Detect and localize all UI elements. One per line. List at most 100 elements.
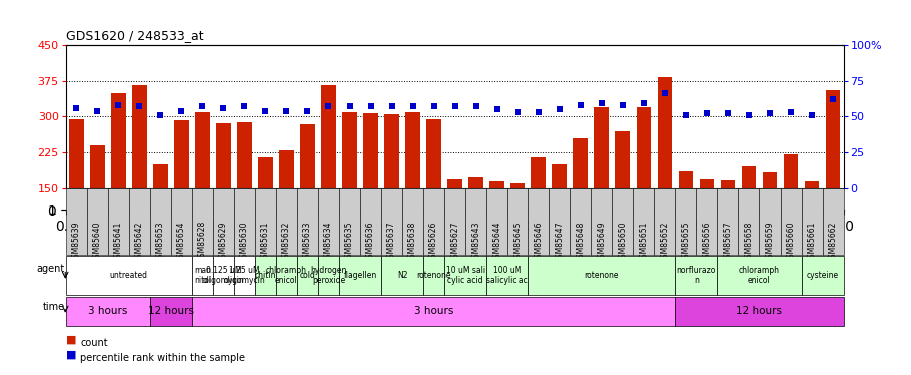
- Bar: [128, 188, 149, 255]
- Point: [804, 112, 818, 118]
- Point: [404, 103, 419, 109]
- Bar: [738, 188, 759, 255]
- Point: [762, 110, 776, 116]
- Bar: [678, 171, 692, 259]
- Point: [425, 103, 440, 109]
- Bar: [90, 145, 105, 259]
- Text: 10 uM sali
cylic acid: 10 uM sali cylic acid: [445, 266, 484, 285]
- Text: GSM85638: GSM85638: [407, 221, 416, 262]
- Bar: [87, 188, 107, 255]
- Bar: [573, 138, 588, 259]
- Bar: [654, 188, 675, 255]
- Text: chloramph
enicol: chloramph enicol: [266, 266, 307, 285]
- Point: [594, 100, 609, 106]
- Text: GSM85637: GSM85637: [386, 221, 395, 263]
- Bar: [531, 157, 546, 259]
- Text: ■: ■: [66, 335, 77, 345]
- Text: percentile rank within the sample: percentile rank within the sample: [80, 353, 245, 363]
- Bar: [111, 93, 126, 259]
- Bar: [297, 188, 318, 255]
- Bar: [444, 256, 486, 296]
- Text: GSM85629: GSM85629: [219, 221, 228, 262]
- Bar: [527, 256, 675, 296]
- Bar: [675, 297, 843, 326]
- Bar: [510, 183, 525, 259]
- Point: [216, 105, 230, 111]
- Text: man
nitol: man nitol: [193, 266, 210, 285]
- Text: GSM85627: GSM85627: [450, 221, 458, 262]
- Bar: [527, 188, 548, 255]
- Text: hydrogen
peroxide: hydrogen peroxide: [310, 266, 346, 285]
- Bar: [507, 188, 527, 255]
- Text: chitin: chitin: [254, 271, 276, 280]
- Text: chloramph
enicol: chloramph enicol: [738, 266, 779, 285]
- Bar: [801, 256, 843, 296]
- Text: count: count: [80, 338, 107, 348]
- Text: GSM85652: GSM85652: [660, 221, 669, 262]
- Point: [531, 109, 546, 115]
- Bar: [68, 118, 84, 259]
- Bar: [423, 256, 444, 296]
- Point: [279, 108, 293, 114]
- Text: rotenone: rotenone: [416, 271, 450, 280]
- Text: GSM85649: GSM85649: [597, 221, 606, 263]
- Text: cold: cold: [299, 271, 315, 280]
- Text: GSM85651: GSM85651: [639, 221, 648, 262]
- Point: [69, 105, 84, 111]
- Bar: [615, 130, 630, 259]
- Text: norflurazo
n: norflurazo n: [676, 266, 715, 285]
- Bar: [66, 188, 87, 255]
- Point: [720, 110, 734, 116]
- Bar: [254, 188, 276, 255]
- Bar: [822, 188, 843, 255]
- Bar: [569, 188, 590, 255]
- Bar: [594, 107, 609, 259]
- Point: [321, 103, 335, 109]
- Bar: [149, 297, 191, 326]
- Bar: [717, 256, 801, 296]
- Text: GSM85634: GSM85634: [323, 221, 333, 263]
- Bar: [170, 188, 191, 255]
- Text: GSM85636: GSM85636: [365, 221, 374, 263]
- Bar: [804, 182, 818, 259]
- Point: [824, 96, 839, 102]
- Bar: [489, 182, 504, 259]
- Text: 100 uM
salicylic ac: 100 uM salicylic ac: [486, 266, 527, 285]
- Bar: [342, 112, 356, 259]
- Point: [468, 103, 483, 109]
- Text: GSM85626: GSM85626: [429, 221, 437, 262]
- Bar: [486, 188, 507, 255]
- Bar: [276, 188, 297, 255]
- Text: untreated: untreated: [109, 271, 148, 280]
- Point: [615, 102, 630, 108]
- Point: [258, 108, 272, 114]
- Bar: [212, 188, 233, 255]
- Bar: [258, 157, 272, 259]
- Point: [489, 106, 504, 112]
- Bar: [548, 188, 569, 255]
- Point: [446, 103, 461, 109]
- Text: GSM85632: GSM85632: [281, 221, 291, 262]
- Bar: [699, 179, 713, 259]
- Bar: [191, 188, 212, 255]
- Bar: [153, 164, 168, 259]
- Bar: [107, 188, 128, 255]
- Text: GSM85648: GSM85648: [576, 221, 585, 262]
- Point: [237, 103, 251, 109]
- Text: 12 hours: 12 hours: [148, 306, 193, 316]
- Bar: [360, 188, 381, 255]
- Bar: [174, 120, 189, 259]
- Text: GSM85653: GSM85653: [156, 221, 165, 263]
- Text: GSM85650: GSM85650: [618, 221, 627, 263]
- Text: rotenone: rotenone: [584, 271, 619, 280]
- Text: GSM85640: GSM85640: [93, 221, 102, 263]
- Text: GSM85646: GSM85646: [534, 221, 543, 263]
- Bar: [675, 188, 696, 255]
- Text: 3 hours: 3 hours: [88, 306, 128, 316]
- Point: [510, 109, 525, 115]
- Bar: [486, 256, 527, 296]
- Bar: [611, 188, 632, 255]
- Text: time: time: [43, 302, 65, 312]
- Bar: [402, 188, 423, 255]
- Text: GSM85643: GSM85643: [471, 221, 479, 263]
